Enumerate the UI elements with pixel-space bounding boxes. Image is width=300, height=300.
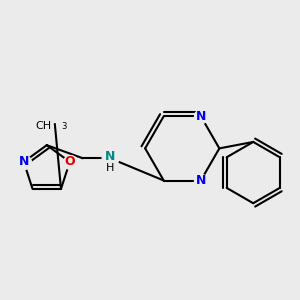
- Text: H: H: [106, 163, 114, 173]
- Text: 3: 3: [61, 122, 67, 130]
- Text: CH: CH: [35, 121, 52, 131]
- Text: N: N: [104, 150, 115, 163]
- Text: N: N: [196, 110, 206, 123]
- Text: N: N: [19, 155, 29, 168]
- Text: O: O: [64, 155, 75, 168]
- Text: N: N: [196, 174, 206, 187]
